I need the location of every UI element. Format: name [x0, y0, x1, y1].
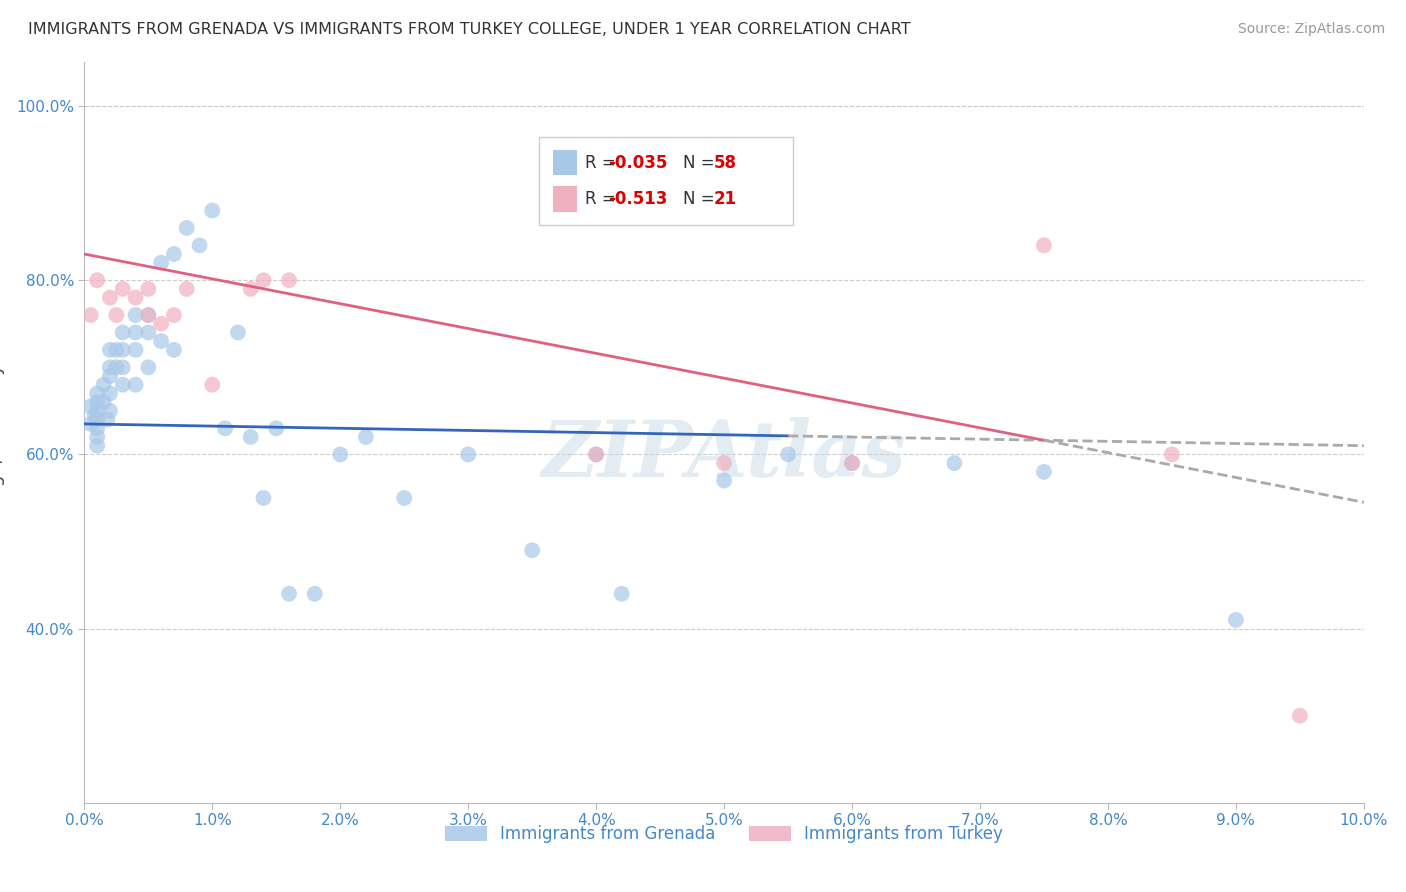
Point — [98, 404, 121, 418]
Point — [93, 377, 115, 392]
Point — [98, 291, 121, 305]
Point — [111, 326, 134, 340]
Point — [176, 221, 198, 235]
Text: -0.513: -0.513 — [609, 190, 668, 208]
Point — [1032, 465, 1054, 479]
Text: IMMIGRANTS FROM GRENADA VS IMMIGRANTS FROM TURKEY COLLEGE, UNDER 1 YEAR CORRELAT: IMMIGRANTS FROM GRENADA VS IMMIGRANTS FR… — [28, 22, 911, 37]
Point — [776, 447, 799, 461]
Point — [80, 308, 103, 322]
Point — [93, 395, 115, 409]
Point — [713, 474, 735, 488]
Point — [841, 456, 863, 470]
Point — [138, 308, 160, 322]
Point — [201, 377, 224, 392]
Point — [163, 343, 186, 357]
Point — [124, 377, 146, 392]
Text: ZIPAtlas: ZIPAtlas — [541, 417, 907, 493]
Point — [394, 491, 416, 505]
Point — [354, 430, 377, 444]
Text: Source: ZipAtlas.com: Source: ZipAtlas.com — [1237, 22, 1385, 37]
Text: 21: 21 — [714, 190, 737, 208]
Point — [214, 421, 236, 435]
Text: -0.035: -0.035 — [609, 153, 668, 171]
Point — [304, 587, 326, 601]
Point — [522, 543, 544, 558]
Point — [329, 447, 352, 461]
Point — [86, 439, 108, 453]
Point — [105, 360, 128, 375]
Point — [86, 395, 108, 409]
Text: 58: 58 — [714, 153, 737, 171]
Point — [105, 308, 128, 322]
Point — [86, 430, 108, 444]
Point — [111, 282, 134, 296]
Point — [150, 334, 173, 348]
Point — [98, 343, 121, 357]
Legend: Immigrants from Grenada, Immigrants from Turkey: Immigrants from Grenada, Immigrants from… — [439, 819, 1010, 850]
Point — [138, 308, 160, 322]
Text: N =: N = — [683, 190, 720, 208]
Point — [264, 421, 288, 435]
Point — [188, 238, 211, 252]
Point — [111, 343, 134, 357]
Point — [98, 360, 121, 375]
Point — [124, 291, 146, 305]
Point — [713, 456, 735, 470]
Point — [239, 282, 262, 296]
Point — [83, 408, 105, 422]
Point — [610, 587, 633, 601]
Point — [278, 273, 301, 287]
Point — [841, 456, 863, 470]
Point — [86, 404, 108, 418]
Point — [943, 456, 966, 470]
Point — [138, 326, 160, 340]
Point — [98, 369, 121, 384]
Point — [150, 256, 173, 270]
Point — [86, 386, 108, 401]
Point — [138, 282, 160, 296]
Point — [1225, 613, 1247, 627]
Point — [226, 326, 249, 340]
Point — [124, 343, 146, 357]
Text: R =: R = — [585, 190, 620, 208]
Point — [96, 412, 118, 426]
Point — [163, 247, 186, 261]
Point — [80, 400, 103, 414]
Point — [252, 491, 274, 505]
Point — [86, 273, 108, 287]
Point — [176, 282, 198, 296]
Text: R =: R = — [585, 153, 620, 171]
Point — [80, 417, 103, 431]
Point — [86, 412, 108, 426]
Point — [278, 587, 301, 601]
Point — [124, 326, 146, 340]
Point — [111, 377, 134, 392]
Point — [1161, 447, 1184, 461]
Point — [111, 360, 134, 375]
Point — [105, 343, 128, 357]
Point — [163, 308, 186, 322]
Point — [585, 447, 607, 461]
Text: N =: N = — [683, 153, 720, 171]
Point — [457, 447, 479, 461]
Point — [1032, 238, 1054, 252]
Point — [201, 203, 224, 218]
Point — [585, 447, 607, 461]
Point — [124, 308, 146, 322]
Point — [138, 360, 160, 375]
Point — [86, 421, 108, 435]
Point — [150, 317, 173, 331]
Y-axis label: College, Under 1 year: College, Under 1 year — [0, 334, 4, 531]
Point — [252, 273, 274, 287]
Point — [239, 430, 262, 444]
Point — [1288, 708, 1310, 723]
Point — [98, 386, 121, 401]
